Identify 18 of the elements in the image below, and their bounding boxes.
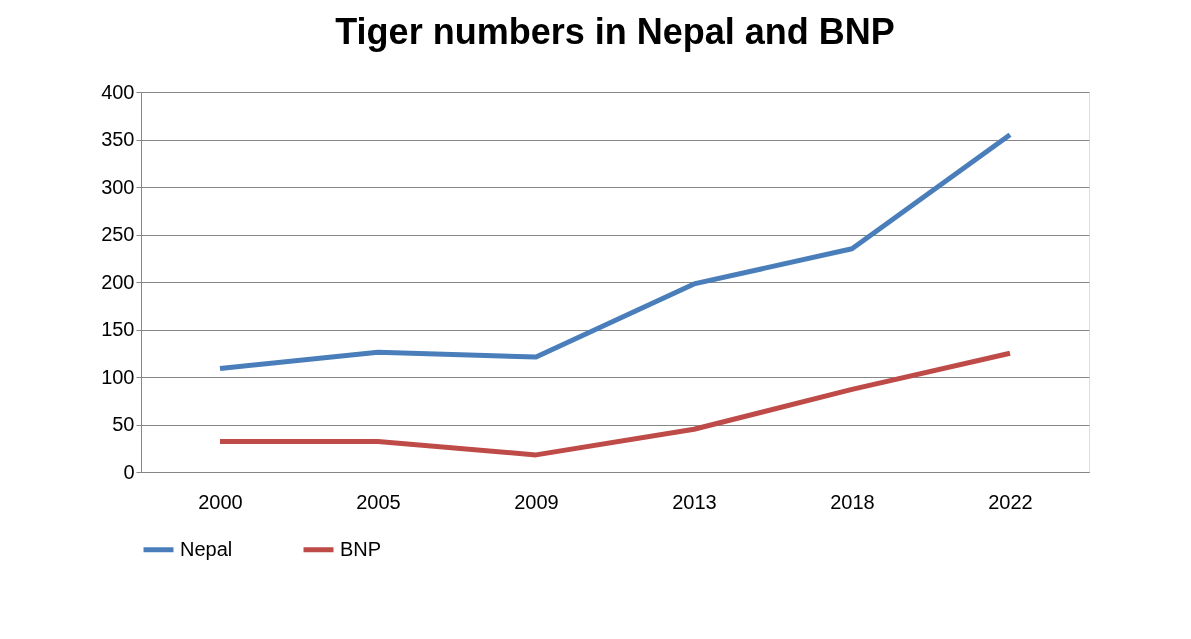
y-tick-label: 150 (101, 318, 135, 340)
chart-title: Tiger numbers in Nepal and BNP (335, 11, 895, 52)
y-tick-label: 200 (101, 270, 135, 293)
x-tick-label: 2005 (356, 490, 401, 513)
y-tick-label: 400 (101, 80, 135, 103)
x-tick-label: 2000 (198, 490, 243, 513)
y-tick-label: 100 (101, 365, 135, 388)
y-tick-label: 300 (101, 175, 135, 198)
y-tick-label: 50 (112, 413, 135, 435)
x-tick-label: 2018 (830, 490, 875, 513)
legend-label: Nepal (180, 537, 233, 560)
y-tick-label: 350 (101, 128, 135, 150)
y-tick-label: 250 (101, 223, 135, 245)
x-tick-label: 2009 (514, 490, 559, 513)
y-tick-label: 0 (123, 460, 135, 483)
x-tick-label: 2022 (988, 490, 1033, 513)
legend-label: BNP (340, 537, 382, 560)
x-tick-label: 2013 (672, 490, 717, 513)
